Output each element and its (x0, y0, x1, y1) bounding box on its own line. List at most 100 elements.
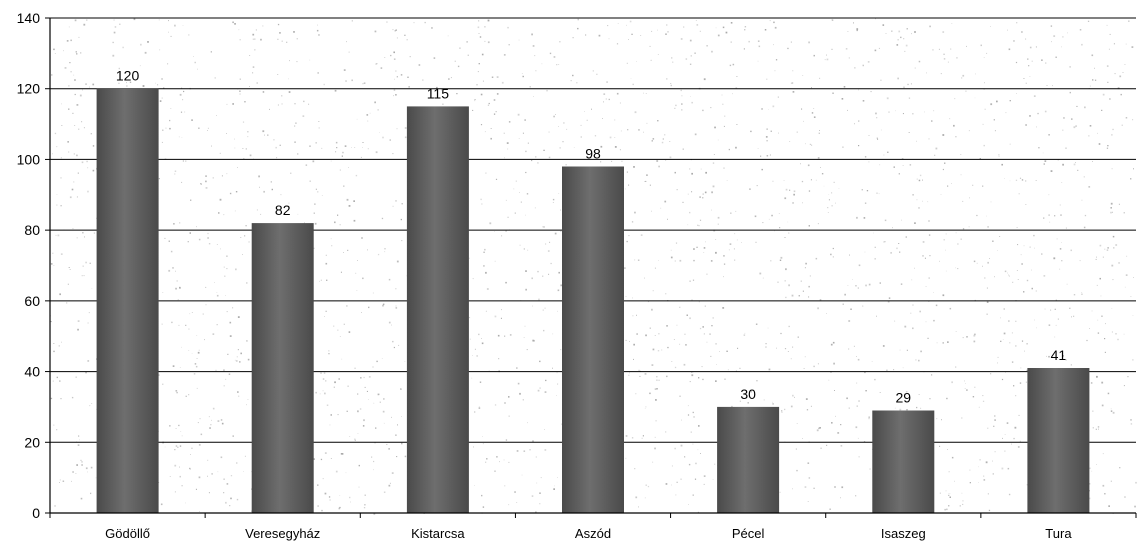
speckle-dot (343, 323, 345, 325)
speckle-dot (395, 94, 397, 96)
speckle-dot (161, 78, 163, 80)
speckle-dot (560, 349, 562, 351)
speckle-dot (665, 159, 667, 161)
speckle-dot (764, 29, 767, 31)
speckle-dot (1026, 343, 1028, 345)
speckle-dot (176, 391, 178, 394)
speckle-dot (645, 334, 647, 337)
speckle-dot (367, 120, 369, 122)
speckle-dot (671, 361, 673, 362)
speckle-dot (755, 241, 757, 243)
speckle-dot (976, 214, 978, 217)
speckle-dot (400, 218, 402, 221)
speckle-dot (1041, 59, 1043, 61)
speckle-dot (1062, 163, 1064, 166)
speckle-dot (87, 190, 89, 193)
speckle-dot (219, 152, 221, 154)
speckle-dot (1133, 168, 1134, 170)
speckle-dot (1054, 308, 1056, 310)
speckle-dot (273, 139, 275, 141)
speckle-dot (531, 33, 533, 36)
speckle-dot (315, 391, 317, 394)
speckle-dot (629, 20, 632, 23)
speckle-dot (1070, 364, 1072, 366)
speckle-dot (361, 312, 362, 313)
speckle-dot (1096, 256, 1097, 258)
speckle-dot (886, 97, 889, 100)
speckle-dot (72, 228, 74, 230)
speckle-dot (737, 347, 739, 349)
speckle-dot (700, 453, 701, 454)
speckle-dot (770, 130, 772, 132)
speckle-dot (727, 369, 729, 371)
speckle-dot (319, 280, 320, 282)
speckle-dot (779, 227, 781, 229)
speckle-dot (225, 378, 227, 380)
speckle-dot (495, 111, 497, 113)
speckle-dot (717, 223, 719, 225)
speckle-dot (919, 174, 922, 177)
speckle-dot (792, 202, 794, 204)
speckle-dot (441, 89, 443, 91)
speckle-dot (527, 422, 528, 424)
speckle-dot (1021, 263, 1023, 265)
speckle-dot (169, 425, 171, 427)
speckle-dot (1066, 283, 1068, 285)
speckle-dot (603, 93, 606, 95)
speckle-dot (334, 381, 336, 384)
speckle-dot (188, 394, 190, 396)
speckle-dot (78, 128, 80, 130)
speckle-dot (788, 325, 790, 328)
speckle-dot (519, 244, 521, 246)
speckle-dot (781, 410, 783, 412)
speckle-dot (83, 23, 86, 26)
speckle-dot (667, 218, 668, 220)
speckle-dot (1118, 262, 1120, 264)
speckle-dot (329, 499, 331, 501)
speckle-dot (346, 198, 349, 201)
speckle-dot (252, 33, 255, 36)
speckle-dot (1048, 194, 1050, 196)
speckle-dot (942, 134, 945, 136)
speckle-dot (878, 47, 880, 49)
speckle-dot (1071, 118, 1073, 120)
speckle-dot (1050, 309, 1052, 311)
speckle-dot (543, 329, 545, 332)
speckle-dot (654, 388, 657, 390)
speckle-dot (1134, 505, 1136, 508)
speckle-dot (381, 217, 384, 220)
speckle-dot (773, 44, 774, 46)
speckle-dot (704, 305, 706, 307)
speckle-dot (393, 89, 396, 91)
speckle-dot (70, 39, 72, 42)
speckle-dot (656, 388, 658, 390)
speckle-dot (1019, 177, 1022, 179)
speckle-dot (845, 48, 848, 50)
speckle-dot (70, 71, 72, 73)
speckle-dot (223, 492, 225, 494)
speckle-dot (51, 74, 53, 76)
speckle-dot (688, 504, 689, 505)
speckle-dot (391, 472, 394, 474)
speckle-dot (803, 368, 805, 369)
data-label: 41 (1051, 347, 1067, 363)
speckle-dot (965, 90, 967, 92)
bar-tura (1027, 368, 1090, 513)
speckle-dot (191, 119, 193, 121)
speckle-dot (908, 132, 910, 133)
speckle-dot (454, 60, 456, 62)
speckle-dot (168, 20, 169, 22)
speckle-dot (1035, 290, 1037, 292)
speckle-dot (694, 52, 696, 54)
speckle-dot (362, 277, 364, 280)
speckle-dot (790, 82, 793, 84)
speckle-dot (725, 31, 728, 34)
speckle-dot (891, 30, 893, 32)
speckle-dot (744, 26, 747, 28)
speckle-dot (603, 101, 604, 103)
speckle-dot (834, 486, 836, 488)
speckle-dot (982, 123, 984, 125)
speckle-dot (252, 72, 254, 74)
speckle-dot (363, 419, 365, 422)
speckle-dot (59, 293, 61, 296)
